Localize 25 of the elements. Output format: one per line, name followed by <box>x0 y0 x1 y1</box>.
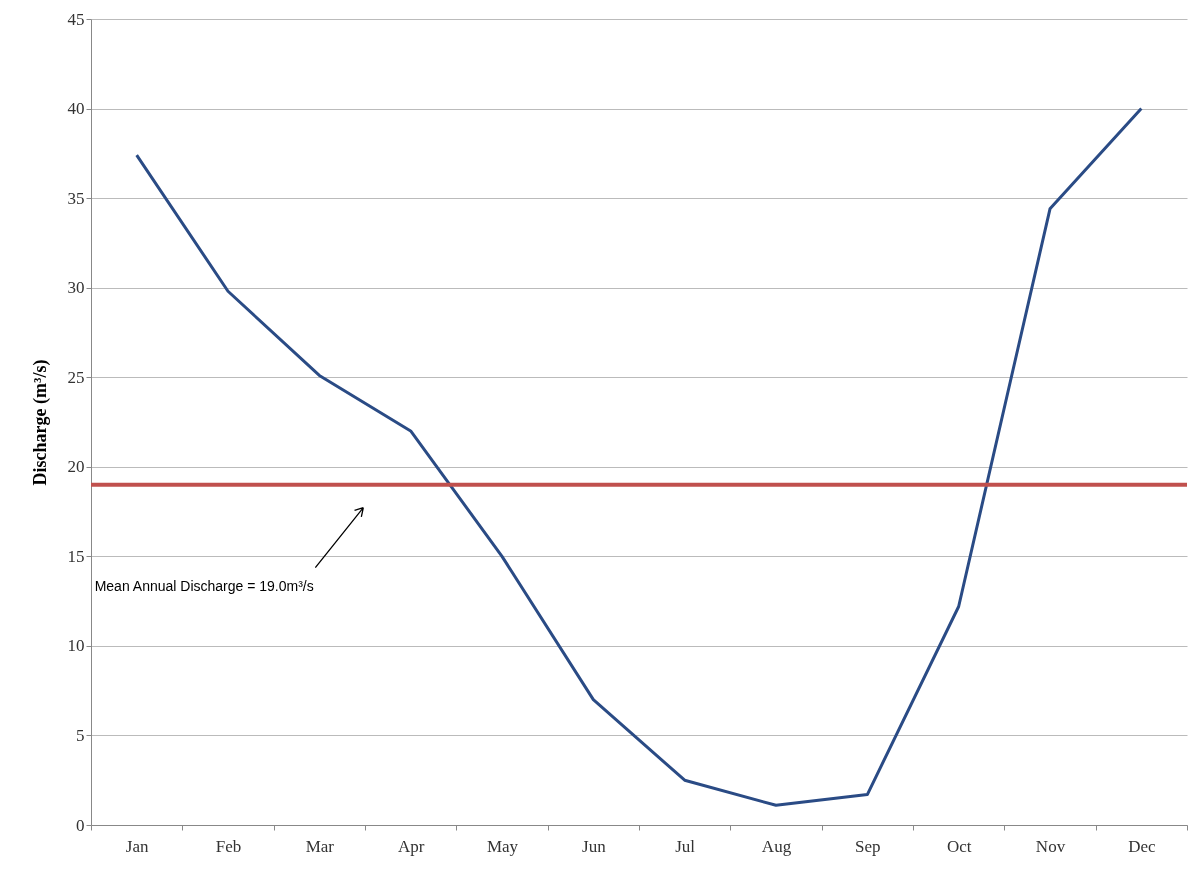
x-tick-label: Sep <box>855 836 881 856</box>
y-tick-label: 30 <box>67 278 85 298</box>
y-tick-label: 40 <box>67 99 85 119</box>
x-tick-label: Apr <box>397 836 425 856</box>
line-series <box>135 107 1143 807</box>
y-tick-label: 45 <box>67 9 85 29</box>
x-tick-label: Aug <box>761 836 792 856</box>
x-tick-label: Jan <box>125 836 149 856</box>
x-tick-label: Nov <box>1035 836 1066 856</box>
x-tick-label: Oct <box>946 836 972 856</box>
y-tick-label: 5 <box>76 725 85 745</box>
y-tick-label: 0 <box>76 815 85 835</box>
x-tick-label: Jul <box>675 836 696 856</box>
y-tick-label: 25 <box>67 367 85 387</box>
y-tick-label: 15 <box>67 546 85 566</box>
x-tick-label: Feb <box>215 836 242 856</box>
x-tick-label: Jun <box>582 836 607 856</box>
y-axis-title: Discharge (m³/s) <box>29 359 51 486</box>
y-tick-label: 35 <box>67 188 85 208</box>
y-tick-label: 20 <box>67 457 85 477</box>
x-tick-label: Mar <box>305 836 335 856</box>
y-tick-label: 10 <box>67 636 85 656</box>
x-tick-label: May <box>486 836 519 856</box>
x-tick-label: Dec <box>1128 836 1156 856</box>
annotation: Mean Annual Discharge = 19.0m³/s <box>94 577 314 594</box>
